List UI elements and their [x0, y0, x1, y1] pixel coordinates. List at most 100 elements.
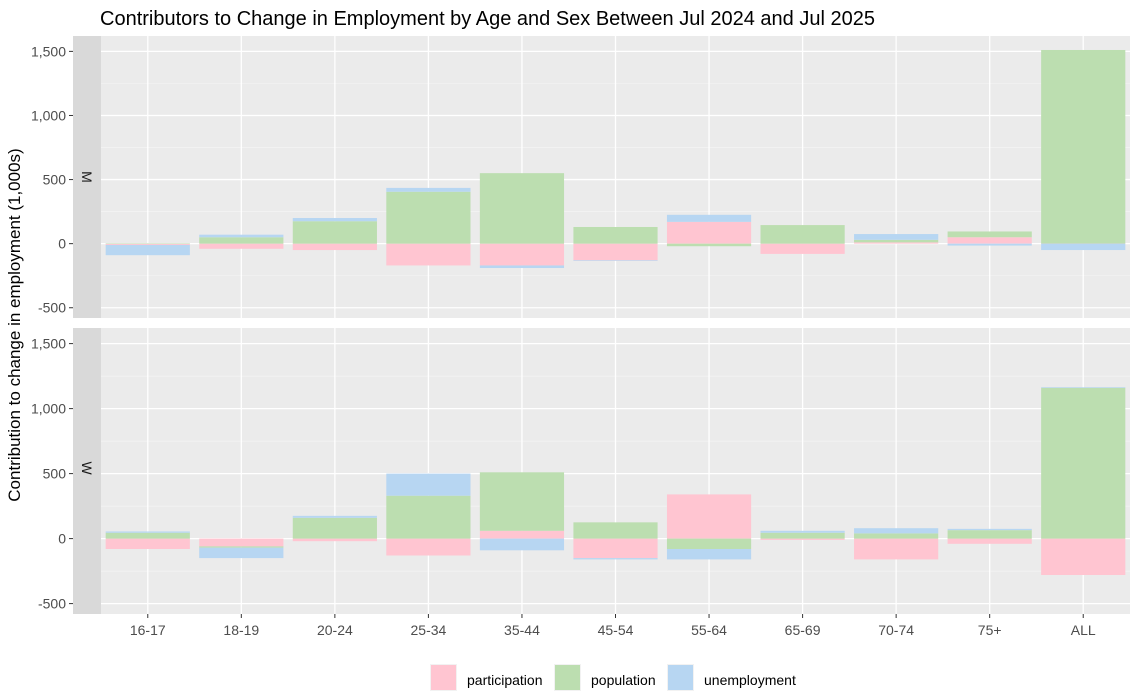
bar-W-65-69-unemployment — [760, 530, 845, 533]
bar-M-18-19-unemployment — [199, 234, 284, 238]
y-tick-label: 1,500 — [31, 43, 66, 59]
y-tick-label: 500 — [43, 466, 67, 482]
y-tick-label: -500 — [38, 596, 66, 612]
panels: -500 0 500 1,000 1,500 M -500 0 500 1,000 1,500 W — [31, 36, 1130, 614]
bar-M-70-74-population — [854, 239, 939, 243]
bar-W-20-24-participation — [292, 538, 377, 542]
bar-W-18-19-unemployment — [199, 547, 284, 559]
x-tick-label: 70-74 — [878, 622, 914, 638]
bar-W-18-19-population — [199, 546, 284, 548]
bar-M-70-74-unemployment — [854, 234, 939, 240]
bar-M-45-54-unemployment — [573, 260, 658, 261]
bar-M-16-17-population — [105, 243, 190, 244]
x-tick-label: 65-69 — [785, 622, 821, 638]
legend-swatch-population — [555, 665, 580, 690]
x-tick-label: 16-17 — [130, 622, 166, 638]
x-tick-label: ALL — [1071, 622, 1096, 638]
bar-M-16-17-unemployment — [105, 244, 190, 256]
legend-label: population — [591, 672, 656, 688]
bar-W-75+-participation — [947, 538, 1032, 544]
bar-W-20-24-unemployment — [292, 515, 377, 518]
bar-W-16-17-unemployment — [105, 531, 190, 533]
x-tick-label: 45-54 — [598, 622, 634, 638]
x-axis: 16-17 18-19 20-24 25-34 35-44 45-54 55-64 65-69… — [130, 614, 1096, 638]
bar-W-ALL-participation — [1041, 538, 1126, 575]
bar-M-35-44-unemployment — [479, 265, 565, 269]
legend-swatch-participation — [431, 665, 456, 690]
bar-W-16-17-participation — [105, 538, 190, 549]
bar-W-ALL-unemployment — [1041, 387, 1126, 388]
bar-W-ALL-population — [1041, 387, 1126, 539]
bar-M-ALL-population — [1041, 49, 1126, 244]
bar-M-55-64-participation — [666, 221, 752, 244]
legend: participation population unemployment — [430, 664, 796, 691]
legend-item-unemployment: unemployment — [667, 664, 796, 691]
bar-W-75+-population — [947, 530, 1032, 539]
y-tick-label: 1,000 — [31, 401, 66, 417]
bar-M-35-44-population — [479, 173, 565, 244]
bar-W-35-44-population — [479, 472, 565, 531]
bar-W-70-74-unemployment — [854, 528, 939, 534]
bar-M-75+-unemployment — [947, 243, 1032, 246]
bar-M-25-34-population — [386, 191, 471, 244]
legend-item-population: population — [554, 664, 656, 691]
bar-M-65-69-participation — [760, 243, 845, 254]
y-tick-label: 1,500 — [31, 336, 66, 352]
bar-M-25-34-unemployment — [386, 187, 471, 192]
bar-W-70-74-participation — [854, 538, 939, 560]
bar-M-35-44-participation — [479, 243, 565, 266]
facet-strip — [73, 328, 101, 614]
legend-swatch-unemployment — [668, 665, 693, 690]
bar-M-16-17-participation — [105, 243, 190, 245]
bar-M-45-54-participation — [573, 243, 658, 261]
panel-W: -500 0 500 1,000 1,500 W — [31, 328, 1130, 614]
bar-M-65-69-population — [760, 225, 845, 244]
bar-M-25-34-participation — [386, 243, 471, 266]
bar-W-25-34-unemployment — [386, 473, 471, 496]
chart-title: Contributors to Change in Employment by … — [100, 8, 875, 30]
bar-W-25-34-participation — [386, 538, 471, 556]
bar-W-35-44-unemployment — [479, 538, 565, 551]
bar-W-55-64-population — [666, 538, 752, 549]
bar-W-45-54-unemployment — [573, 558, 658, 560]
bar-M-75+-participation — [947, 237, 1032, 244]
bar-W-35-44-participation — [479, 530, 565, 539]
bar-W-45-54-population — [573, 522, 658, 539]
bar-M-18-19-population — [199, 237, 284, 244]
y-tick-label: 0 — [58, 236, 66, 252]
bar-W-65-69-population — [760, 532, 845, 539]
y-tick-label: 500 — [43, 172, 67, 188]
legend-item-participation: participation — [430, 664, 543, 691]
bar-W-20-24-population — [292, 517, 377, 539]
y-tick-label: 1,000 — [31, 107, 66, 123]
x-tick-label: 55-64 — [691, 622, 727, 638]
y-tick-label: -500 — [38, 300, 66, 316]
y-axis-title: Contribution to change in employment (1,… — [5, 148, 24, 501]
bar-W-55-64-unemployment — [666, 549, 752, 560]
bar-M-70-74-participation — [854, 242, 939, 244]
bar-W-70-74-population — [854, 533, 939, 539]
bar-W-75+-unemployment — [947, 528, 1032, 531]
bar-W-65-69-participation — [760, 538, 845, 540]
x-tick-label: 20-24 — [317, 622, 353, 638]
bar-M-20-24-unemployment — [292, 218, 377, 222]
bar-W-55-64-participation — [666, 494, 752, 539]
x-tick-label: 75+ — [978, 622, 1002, 638]
facet-strip — [73, 36, 101, 318]
bar-M-20-24-participation — [292, 243, 377, 251]
bar-W-18-19-participation — [199, 538, 284, 547]
facet-strip-label: M — [79, 171, 95, 183]
bar-M-ALL-unemployment — [1041, 243, 1126, 251]
bar-M-20-24-population — [292, 221, 377, 244]
panel-M: -500 0 500 1,000 1,500 M — [31, 36, 1130, 318]
bar-W-45-54-participation — [573, 538, 658, 559]
legend-label: participation — [467, 672, 543, 688]
bar-W-16-17-population — [105, 532, 190, 539]
bar-M-55-64-unemployment — [666, 214, 752, 222]
bar-M-18-19-participation — [199, 243, 284, 249]
bar-M-55-64-population — [666, 243, 752, 247]
y-tick-label: 0 — [58, 531, 66, 547]
facet-strip-label: W — [79, 462, 95, 476]
bar-M-45-54-population — [573, 226, 658, 244]
